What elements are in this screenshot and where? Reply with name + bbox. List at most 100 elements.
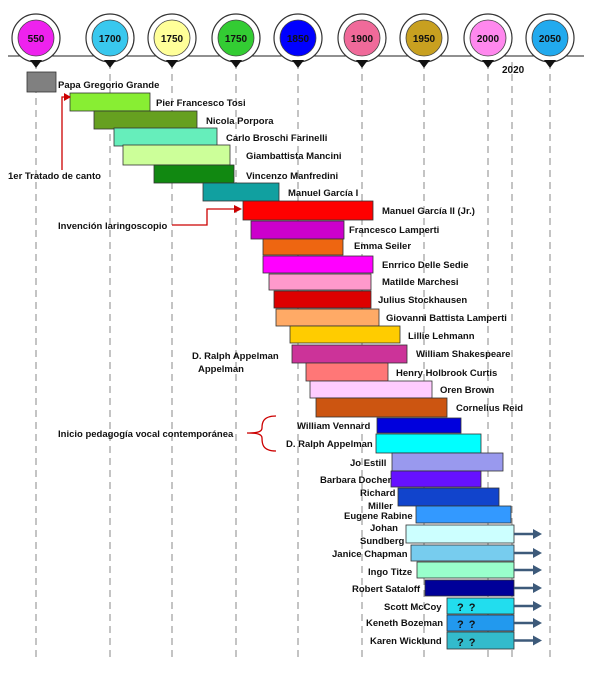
continuation-arrowhead bbox=[533, 583, 542, 593]
person-label: Robert Sataloff bbox=[352, 584, 421, 595]
milestone-pointer bbox=[230, 60, 242, 68]
person-bar bbox=[262, 238, 344, 256]
unknown-end-mark: ? ? bbox=[457, 619, 477, 631]
milestone-1900-5: 1900 bbox=[337, 13, 387, 68]
person-bar bbox=[26, 71, 57, 93]
person-bar bbox=[391, 452, 504, 472]
person-bar bbox=[242, 200, 374, 221]
person-bar bbox=[375, 433, 482, 454]
person-ingo-titze: Ingo Titze bbox=[368, 561, 542, 579]
person-label: Jo Estill bbox=[350, 458, 386, 469]
person-richard-miller: Richard Miller bbox=[360, 487, 500, 512]
person-bars: Papa Gregorio Grande Pier Francesco Tosi N… bbox=[26, 71, 542, 650]
person-bar bbox=[250, 220, 345, 240]
person-giambattista-mancini: Giambattista Mancini bbox=[122, 144, 342, 166]
continuation-arrowhead bbox=[533, 548, 542, 558]
person-william-vennard: William Vennard bbox=[297, 417, 462, 434]
milestone-disc bbox=[343, 19, 381, 57]
milestone-disc bbox=[469, 19, 507, 57]
person-label: Matilde Marchesi bbox=[382, 277, 459, 288]
person-label: Oren Brown bbox=[440, 385, 495, 396]
person-bar bbox=[202, 182, 280, 202]
person-bar bbox=[305, 362, 389, 382]
person-bar bbox=[268, 273, 372, 291]
person-label: Carlo Broschi Farinelli bbox=[226, 133, 327, 144]
person-bar bbox=[289, 325, 401, 344]
milestone-pointer bbox=[30, 60, 42, 68]
person-karen-wicklund: ? ? Karen Wicklund bbox=[370, 631, 542, 650]
person-janice-chapman: Janice Chapman bbox=[332, 544, 542, 562]
person-label: Henry Holbrook Curtis bbox=[396, 368, 497, 379]
milestone-pointer bbox=[356, 60, 368, 68]
milestone-pointer bbox=[292, 60, 304, 68]
milestone-label: 1750 bbox=[225, 34, 248, 45]
person-label: Manuel García I bbox=[288, 188, 358, 199]
person-enrrico-delle-sedie: Enrrico Delle Sedie bbox=[262, 255, 469, 274]
person-label: Francesco Lamperti bbox=[349, 225, 439, 236]
milestone-1950-6: 1950 bbox=[399, 13, 449, 68]
milestone-pointer bbox=[418, 60, 430, 68]
milestone-pointer bbox=[544, 60, 556, 68]
milestone-disc bbox=[17, 19, 55, 57]
milestone-label: 1900 bbox=[351, 34, 374, 45]
laringoscopio-arrowhead bbox=[234, 205, 242, 213]
person-manuel-garcia-i: Manuel García I bbox=[202, 182, 358, 202]
annotation-contemporanea: Inicio pedagogía vocal contemporánea bbox=[58, 429, 234, 440]
contemporanea-bracket bbox=[246, 415, 277, 452]
person-bar bbox=[309, 380, 433, 399]
person-barbara-docher: Barbara Docher bbox=[320, 470, 482, 488]
person-emma-seiler: Emma Seiler bbox=[262, 238, 411, 256]
person-label: Pier Francesco Tosi bbox=[156, 98, 246, 109]
person-label: Ingo Titze bbox=[368, 567, 412, 578]
person-pier-francesco-tosi: Pier Francesco Tosi bbox=[69, 92, 246, 112]
person-label: Johan bbox=[370, 523, 398, 534]
milestone-disc bbox=[153, 19, 191, 57]
person-bar bbox=[390, 470, 482, 488]
milestone-disc bbox=[405, 19, 443, 57]
milestone-pointer bbox=[482, 60, 494, 68]
milestone-550-0: 550 bbox=[11, 13, 61, 68]
person-bar bbox=[415, 505, 512, 524]
person-bar bbox=[122, 144, 231, 166]
person-francesco-lamperti: Francesco Lamperti bbox=[250, 220, 439, 240]
unknown-end-mark: ? ? bbox=[457, 602, 477, 614]
milestone-label: 2050 bbox=[539, 34, 562, 45]
person-bar bbox=[376, 417, 462, 434]
person-keneth-bozeman: ? ? Keneth Bozeman bbox=[366, 614, 542, 632]
person-julius-stockhausen: Julius Stockhausen bbox=[273, 290, 467, 309]
person-label: Karen Wicklund bbox=[370, 636, 442, 647]
year-2020-label: 2020 bbox=[502, 65, 525, 76]
person-label: Keneth Bozeman bbox=[366, 618, 443, 629]
person-label: Giambattista Mancini bbox=[246, 151, 342, 162]
person-bar bbox=[153, 164, 235, 184]
person-bar bbox=[315, 397, 448, 418]
person-bar bbox=[405, 524, 515, 544]
person-bar bbox=[397, 487, 500, 507]
person-label-line2: Miller bbox=[368, 501, 393, 512]
person-label: Barbara Docher bbox=[320, 475, 392, 486]
milestone-label: 550 bbox=[28, 34, 45, 45]
person-label: D. Ralph Appelman bbox=[286, 439, 373, 450]
tratado-arrow bbox=[61, 96, 70, 170]
person-label: Nicola Porpora bbox=[206, 116, 274, 127]
person-label: Cornelius Reid bbox=[456, 403, 523, 414]
person-bar bbox=[424, 579, 515, 597]
continuation-arrowhead bbox=[533, 529, 542, 539]
person-label: Giovanni Battista Lamperti bbox=[386, 313, 507, 324]
person-bar bbox=[69, 92, 151, 112]
person-label: Papa Gregorio Grande bbox=[58, 80, 159, 91]
person-label: Richard bbox=[360, 488, 396, 499]
milestone-2000-7: 2000 bbox=[463, 13, 513, 68]
milestone-label: 1700 bbox=[99, 34, 122, 45]
person-bar bbox=[273, 290, 372, 309]
person-bar bbox=[262, 255, 374, 274]
person-cornelius-reid: Cornelius Reid bbox=[315, 397, 523, 418]
person-william-shakespeare: William Shakespeare bbox=[291, 344, 510, 364]
person-papa-gregorio-grande: Papa Gregorio Grande bbox=[26, 71, 159, 93]
person-bar bbox=[291, 344, 408, 364]
person-henry-holbrook-curtis: Henry Holbrook Curtis bbox=[305, 362, 497, 382]
person-label: Janice Chapman bbox=[332, 549, 408, 560]
person-label: Eugene Rabine bbox=[344, 511, 413, 522]
person-johan-sundberg: Johan Sundberg bbox=[360, 523, 542, 547]
person-bar bbox=[93, 110, 198, 130]
